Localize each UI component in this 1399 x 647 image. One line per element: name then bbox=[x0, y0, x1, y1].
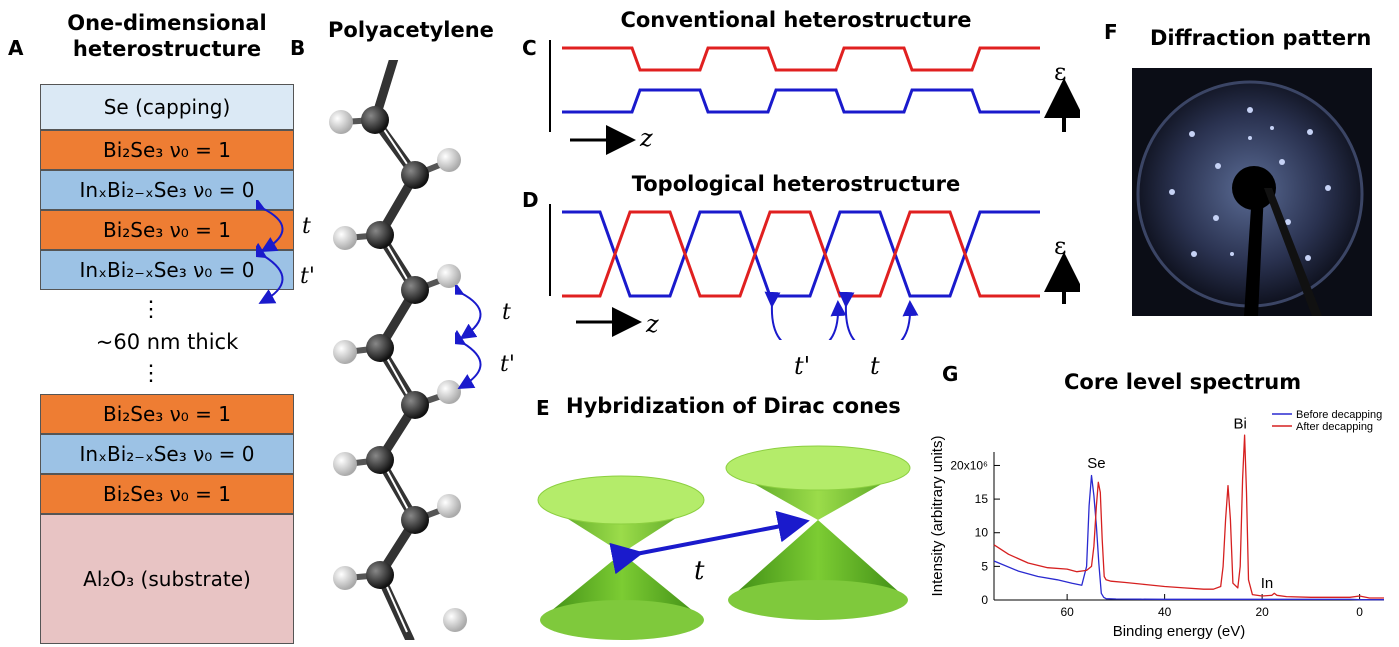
annotation-se: Se bbox=[1087, 455, 1105, 472]
chart-text: 0 5 10 15 20x10⁶ 60 40 20 0 Binding energy (eV) In… bbox=[929, 409, 1382, 640]
panel-c-e-label: ε bbox=[1054, 58, 1067, 86]
topological-blue-band bbox=[562, 210, 1040, 298]
hop-arrow-tp bbox=[256, 242, 284, 304]
layer-substrate: Al₂O₃ (substrate) bbox=[40, 514, 294, 644]
x-tick-label: 60 bbox=[1060, 605, 1074, 619]
panel-d-diagram bbox=[549, 204, 1080, 340]
panel-e-label: E bbox=[536, 396, 550, 420]
layer-label: InₓBi₂₋ₓSe₃ ν₀ = 0 bbox=[79, 258, 255, 282]
ellipsis-top: ⋮ bbox=[140, 296, 162, 321]
layer-se-capping: Se (capping) bbox=[40, 84, 294, 130]
x-tick-label: 20 bbox=[1255, 605, 1269, 619]
layer-label: Bi₂Se₃ ν₀ = 1 bbox=[102, 402, 232, 426]
panel-a-title-line1: One-dimensional bbox=[67, 11, 267, 35]
layer-bise-4: Bi₂Se₃ ν₀ = 1 bbox=[40, 474, 294, 514]
layer-inbise-3: InₓBi₂₋ₓSe₃ ν₀ = 0 bbox=[40, 434, 294, 474]
chart-axes bbox=[993, 452, 1384, 601]
panel-d-e-label: ε bbox=[1054, 232, 1067, 260]
y-axis-label: Intensity (arbitrary units) bbox=[929, 436, 946, 597]
panel-a-title-line2: heterostructure bbox=[72, 37, 262, 61]
chart-series bbox=[993, 434, 1384, 601]
legend-entry: Before decapping bbox=[1296, 409, 1382, 421]
y-tick-label: 5 bbox=[981, 559, 988, 573]
panel-e-t-label: t bbox=[694, 556, 705, 586]
layer-bise-3: Bi₂Se₃ ν₀ = 1 bbox=[40, 394, 294, 434]
layer-inbise-1: InₓBi₂₋ₓSe₃ ν₀ = 0 bbox=[40, 170, 294, 210]
layer-label: InₓBi₂₋ₓSe₃ ν₀ = 0 bbox=[79, 178, 255, 202]
dirac-cones bbox=[537, 445, 911, 640]
x-tick-label: 40 bbox=[1158, 605, 1172, 619]
diffraction-image bbox=[1132, 68, 1372, 316]
hop-arrow-t bbox=[256, 200, 284, 253]
layer-bise-1: Bi₂Se₃ ν₀ = 1 bbox=[40, 130, 294, 170]
dirac-cone-right bbox=[725, 445, 911, 620]
y-tick-label: 10 bbox=[975, 526, 989, 540]
layer-label: Bi₂Se₃ ν₀ = 1 bbox=[102, 138, 232, 162]
y-tick-label: 20x10⁶ bbox=[950, 458, 988, 472]
y-tick-label: 15 bbox=[975, 492, 989, 506]
x-tick-label: 0 bbox=[1356, 605, 1363, 619]
series-after-decapping bbox=[993, 434, 1384, 599]
panel-f-title: Diffraction pattern bbox=[1150, 26, 1372, 50]
topological-red-band bbox=[562, 210, 1040, 298]
panel-b-title: Polyacetylene bbox=[328, 18, 494, 42]
panel-b-tp-label: t' bbox=[500, 352, 515, 377]
polyacetylene-molecule bbox=[329, 60, 467, 640]
hydrogen-atoms bbox=[329, 110, 467, 632]
panel-a-hopping-arrows bbox=[256, 200, 284, 304]
layer-label: Bi₂Se₃ ν₀ = 1 bbox=[102, 482, 232, 506]
panel-f-label: F bbox=[1104, 20, 1118, 44]
panel-b-label: B bbox=[290, 36, 306, 60]
layer-label: InₓBi₂₋ₓSe₃ ν₀ = 0 bbox=[79, 442, 255, 466]
dirac-cone-left bbox=[537, 475, 705, 640]
layer-se-capping-label: Se (capping) bbox=[103, 95, 231, 119]
y-tick-label: 0 bbox=[981, 593, 988, 607]
panel-a-t-label: t bbox=[302, 214, 311, 239]
panel-b-hopping-arrows bbox=[455, 285, 482, 390]
hybridization-arrow bbox=[609, 510, 810, 575]
layer-inbise-2: InₓBi₂₋ₓSe₃ ν₀ = 0 bbox=[40, 250, 294, 290]
panel-d-tp-label: t' bbox=[794, 352, 811, 380]
panel-c-z-label: z bbox=[640, 124, 653, 152]
x-axis-label: Binding energy (eV) bbox=[1113, 623, 1246, 640]
carbon-atoms bbox=[361, 106, 429, 589]
panel-g-label: G bbox=[942, 362, 959, 386]
panel-g-title: Core level spectrum bbox=[1064, 370, 1302, 394]
core-level-chart: 0 5 10 15 20x10⁶ 60 40 20 0 Binding energy (eV) In… bbox=[929, 409, 1384, 640]
panel-c-label: C bbox=[522, 36, 537, 60]
panel-e-title: Hybridization of Dirac cones bbox=[566, 394, 901, 418]
ch-bonds bbox=[342, 117, 449, 581]
annotation-in: In bbox=[1261, 575, 1274, 592]
panel-a-title: One-dimensional heterostructure bbox=[40, 10, 294, 62]
panel-b-t-label: t bbox=[502, 300, 511, 325]
layer-bise-2: Bi₂Se₃ ν₀ = 1 bbox=[40, 210, 294, 250]
panel-a-tp-label: t' bbox=[300, 264, 315, 289]
panel-c-title: Conventional heterostructure bbox=[620, 8, 972, 32]
layer-label: Bi₂Se₃ ν₀ = 1 bbox=[102, 218, 232, 242]
panel-d-title: Topological heterostructure bbox=[631, 172, 961, 196]
panel-d-t-label: t bbox=[870, 352, 880, 380]
legend-entry: After decapping bbox=[1296, 421, 1373, 433]
series-before-decapping bbox=[993, 474, 1384, 601]
panel-d-label: D bbox=[522, 188, 539, 212]
panel-d-z-label: z bbox=[646, 310, 659, 338]
conventional-red-band bbox=[562, 46, 1040, 72]
conventional-blue-band bbox=[562, 88, 1040, 114]
layer-substrate-label: Al₂O₃ (substrate) bbox=[83, 567, 251, 591]
thickness-label: ~60 nm thick bbox=[95, 330, 239, 354]
annotation-bi: Bi bbox=[1234, 415, 1247, 432]
panel-a-label: A bbox=[8, 36, 24, 60]
ellipsis-bottom: ⋮ bbox=[140, 360, 162, 385]
panel-c-diagram bbox=[549, 40, 1080, 155]
